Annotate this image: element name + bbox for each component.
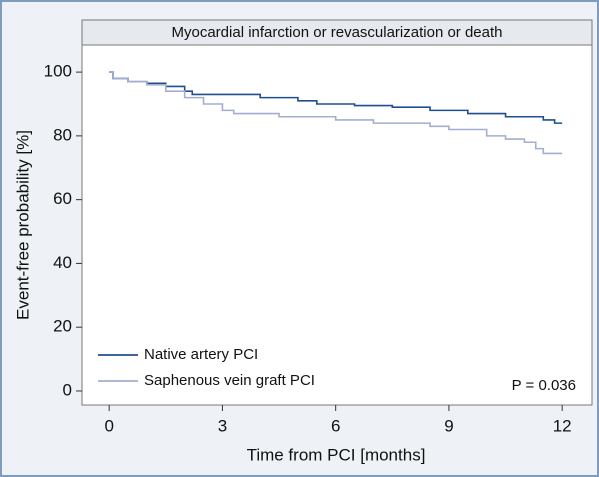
plot-area	[81, 44, 593, 406]
title-band	[81, 19, 593, 46]
x-axis-label: Time from PCI [months]	[247, 445, 426, 464]
y-tick-label: 80	[53, 125, 72, 144]
x-tick-label: 0	[104, 416, 113, 435]
x-tick-label: 6	[331, 416, 340, 435]
x-tick-label: 9	[444, 416, 453, 435]
y-axis-label: Event-free probability [%]	[13, 130, 32, 320]
legend-label: Native artery PCI	[144, 346, 258, 363]
y-tick-label: 40	[53, 253, 72, 272]
annotation: P = 0.036	[512, 377, 576, 394]
legend-label: Saphenous vein graft PCI	[144, 372, 315, 389]
y-tick-label: 100	[44, 62, 72, 81]
km-curve	[109, 71, 563, 155]
x-tick-label: 12	[553, 416, 572, 435]
chart-title: Myocardial infarction or revascularizati…	[172, 24, 503, 41]
y-tick-label: 0	[63, 380, 72, 399]
x-tick-label: 3	[218, 416, 227, 435]
y-tick-label: 60	[53, 189, 72, 208]
y-tick-label: 20	[53, 317, 72, 336]
